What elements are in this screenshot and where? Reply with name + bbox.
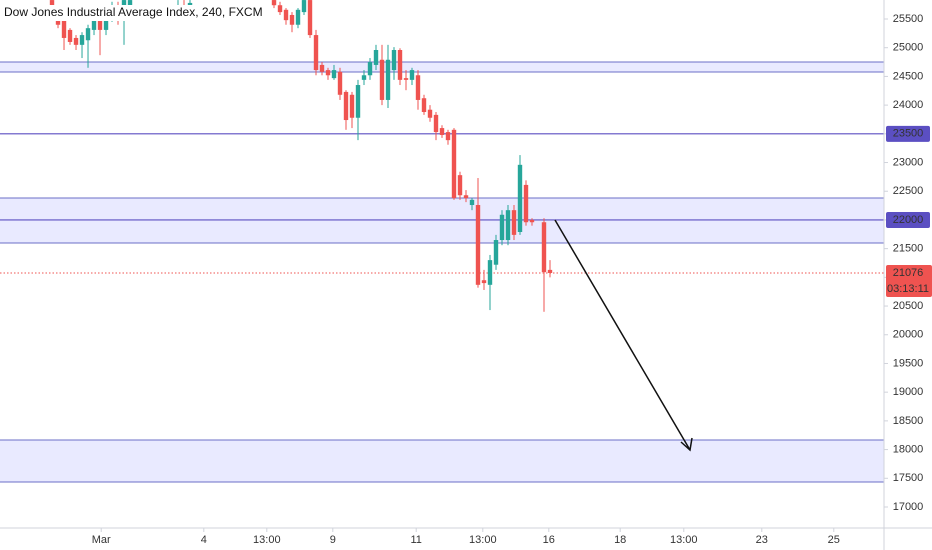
x-tick-label: 13:00	[253, 534, 281, 546]
y-tick-label: 20500	[893, 300, 924, 312]
y-tick-label: 18500	[893, 415, 924, 427]
zones	[0, 61, 884, 483]
x-tick-label: 4	[201, 534, 207, 546]
level-tag	[886, 211, 930, 228]
level-tag	[886, 125, 930, 142]
x-tick-label: 25	[828, 534, 840, 546]
candle-body	[493, 240, 499, 265]
candle-body	[127, 0, 133, 6]
candle-body	[517, 164, 523, 232]
candle-body	[415, 75, 421, 100]
candle-body	[79, 35, 85, 45]
candle-body	[343, 91, 349, 121]
y-tick-label: 24000	[893, 99, 924, 111]
candle-body	[475, 205, 481, 285]
candle-body	[439, 128, 445, 135]
candle-body	[337, 71, 343, 95]
candle-body	[367, 62, 373, 76]
candle-body	[409, 70, 415, 80]
x-tick-label: 18	[614, 534, 626, 546]
candle-body	[403, 78, 409, 80]
candle-body	[391, 50, 397, 71]
zone	[0, 440, 884, 483]
candle-body	[445, 132, 451, 141]
x-tick-label: 16	[543, 534, 555, 546]
countdown-label: 03:13:11	[887, 283, 929, 295]
x-tick-label: Mar	[92, 534, 111, 546]
candle-body	[481, 280, 487, 284]
x-tick-label: 23	[756, 534, 768, 546]
candle-body	[325, 70, 331, 76]
candle-body	[373, 50, 379, 65]
y-tick-label: 18000	[893, 443, 924, 455]
candle-body	[91, 20, 97, 30]
candle-body	[469, 199, 475, 206]
y-tick-label: 19500	[893, 357, 924, 369]
candle-body	[523, 184, 529, 223]
y-tick-label: 21500	[893, 243, 924, 255]
y-tick-label: 24500	[893, 70, 924, 82]
candle-body	[451, 129, 457, 199]
candle-body	[289, 14, 295, 25]
y-tick-label: 22500	[893, 185, 924, 197]
forecast-arrow-head	[680, 437, 693, 452]
candle-body	[547, 269, 553, 273]
x-tick-label: 11	[410, 534, 421, 546]
candle-body	[427, 109, 433, 118]
y-tick-label: 25000	[893, 42, 924, 54]
candle-body	[85, 28, 91, 41]
candle-body	[73, 37, 79, 45]
candle-body	[433, 114, 439, 133]
candle-body	[331, 70, 337, 79]
y-tick-label: 25500	[893, 13, 924, 25]
candle-body	[283, 9, 289, 21]
candle-body	[511, 210, 517, 235]
candle-body	[301, 0, 307, 13]
candle-body	[541, 222, 547, 273]
candle-body	[313, 35, 319, 71]
x-tick-label: 13:00	[670, 534, 698, 546]
level-label: 22000	[893, 214, 924, 226]
y-tick-label: 20000	[893, 329, 924, 341]
candle-body	[397, 50, 403, 80]
candle-body	[385, 59, 391, 100]
candle-body	[529, 219, 535, 223]
candle-body	[271, 0, 277, 6]
candle-body	[379, 59, 385, 100]
candle-body	[421, 98, 427, 113]
candle-body	[307, 0, 313, 36]
candle-body	[295, 9, 301, 25]
candle-body	[355, 85, 361, 118]
last-price-tag	[886, 264, 932, 297]
candle-body	[505, 210, 511, 241]
y-tick-label: 19000	[893, 386, 924, 398]
candle-body	[463, 195, 469, 199]
x-tick-label: 13:00	[469, 534, 497, 546]
level-label: 23500	[893, 128, 924, 140]
candle-body	[487, 260, 493, 285]
x-tick-label: 9	[330, 534, 336, 546]
candle-body	[103, 14, 109, 30]
zone	[0, 62, 884, 72]
candle-body	[499, 214, 505, 241]
forecast-arrow	[554, 219, 691, 451]
last-price-label: 21076	[893, 267, 924, 279]
y-tick-label: 23000	[893, 156, 924, 168]
candle-body	[361, 75, 367, 80]
candle-body	[277, 5, 283, 13]
y-tick-label: 17500	[893, 472, 924, 484]
candle-body	[349, 94, 355, 118]
candle-body	[67, 29, 73, 42]
chart-title: Dow Jones Industrial Average Index, 240,…	[4, 5, 263, 19]
candle-body	[457, 175, 463, 196]
candle-body	[61, 20, 67, 38]
title-bg	[0, 5, 232, 21]
axes: 17000 17500 18000 18500 19000 19500 20000 20500…	[92, 13, 932, 546]
candle-body	[97, 20, 103, 30]
y-tick-label: 17000	[893, 501, 924, 513]
candle-body	[319, 64, 325, 72]
